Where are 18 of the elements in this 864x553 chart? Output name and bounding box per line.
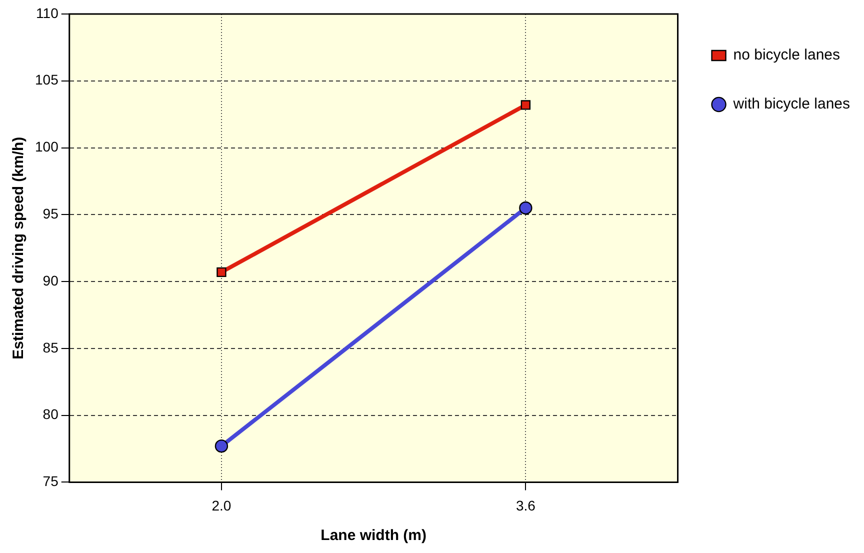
x-tick-label: 2.0 bbox=[212, 497, 232, 514]
y-tick-label: 95 bbox=[42, 206, 59, 222]
y-tick-label: 85 bbox=[42, 339, 59, 356]
point bbox=[216, 267, 226, 278]
y-tick-label: 90 bbox=[42, 272, 59, 288]
y-tick-label: 110 bbox=[36, 4, 59, 21]
x-axis-title: Lane width (m) bbox=[320, 527, 426, 544]
point bbox=[520, 100, 531, 110]
y-tick-label: 75 bbox=[42, 473, 59, 490]
point bbox=[519, 201, 532, 215]
y-tick-label: 100 bbox=[35, 138, 59, 155]
legend-label: no bicycle lanes bbox=[733, 46, 840, 64]
legend-label: with bicycle lanes bbox=[732, 96, 850, 113]
x-tick-label: 3.6 bbox=[516, 497, 536, 514]
point bbox=[214, 439, 228, 453]
y-tick-label: 80 bbox=[42, 406, 59, 422]
y-tick-label: 105 bbox=[35, 72, 59, 88]
y-axis-title: Estimated driving speed (km/h) bbox=[10, 136, 28, 360]
